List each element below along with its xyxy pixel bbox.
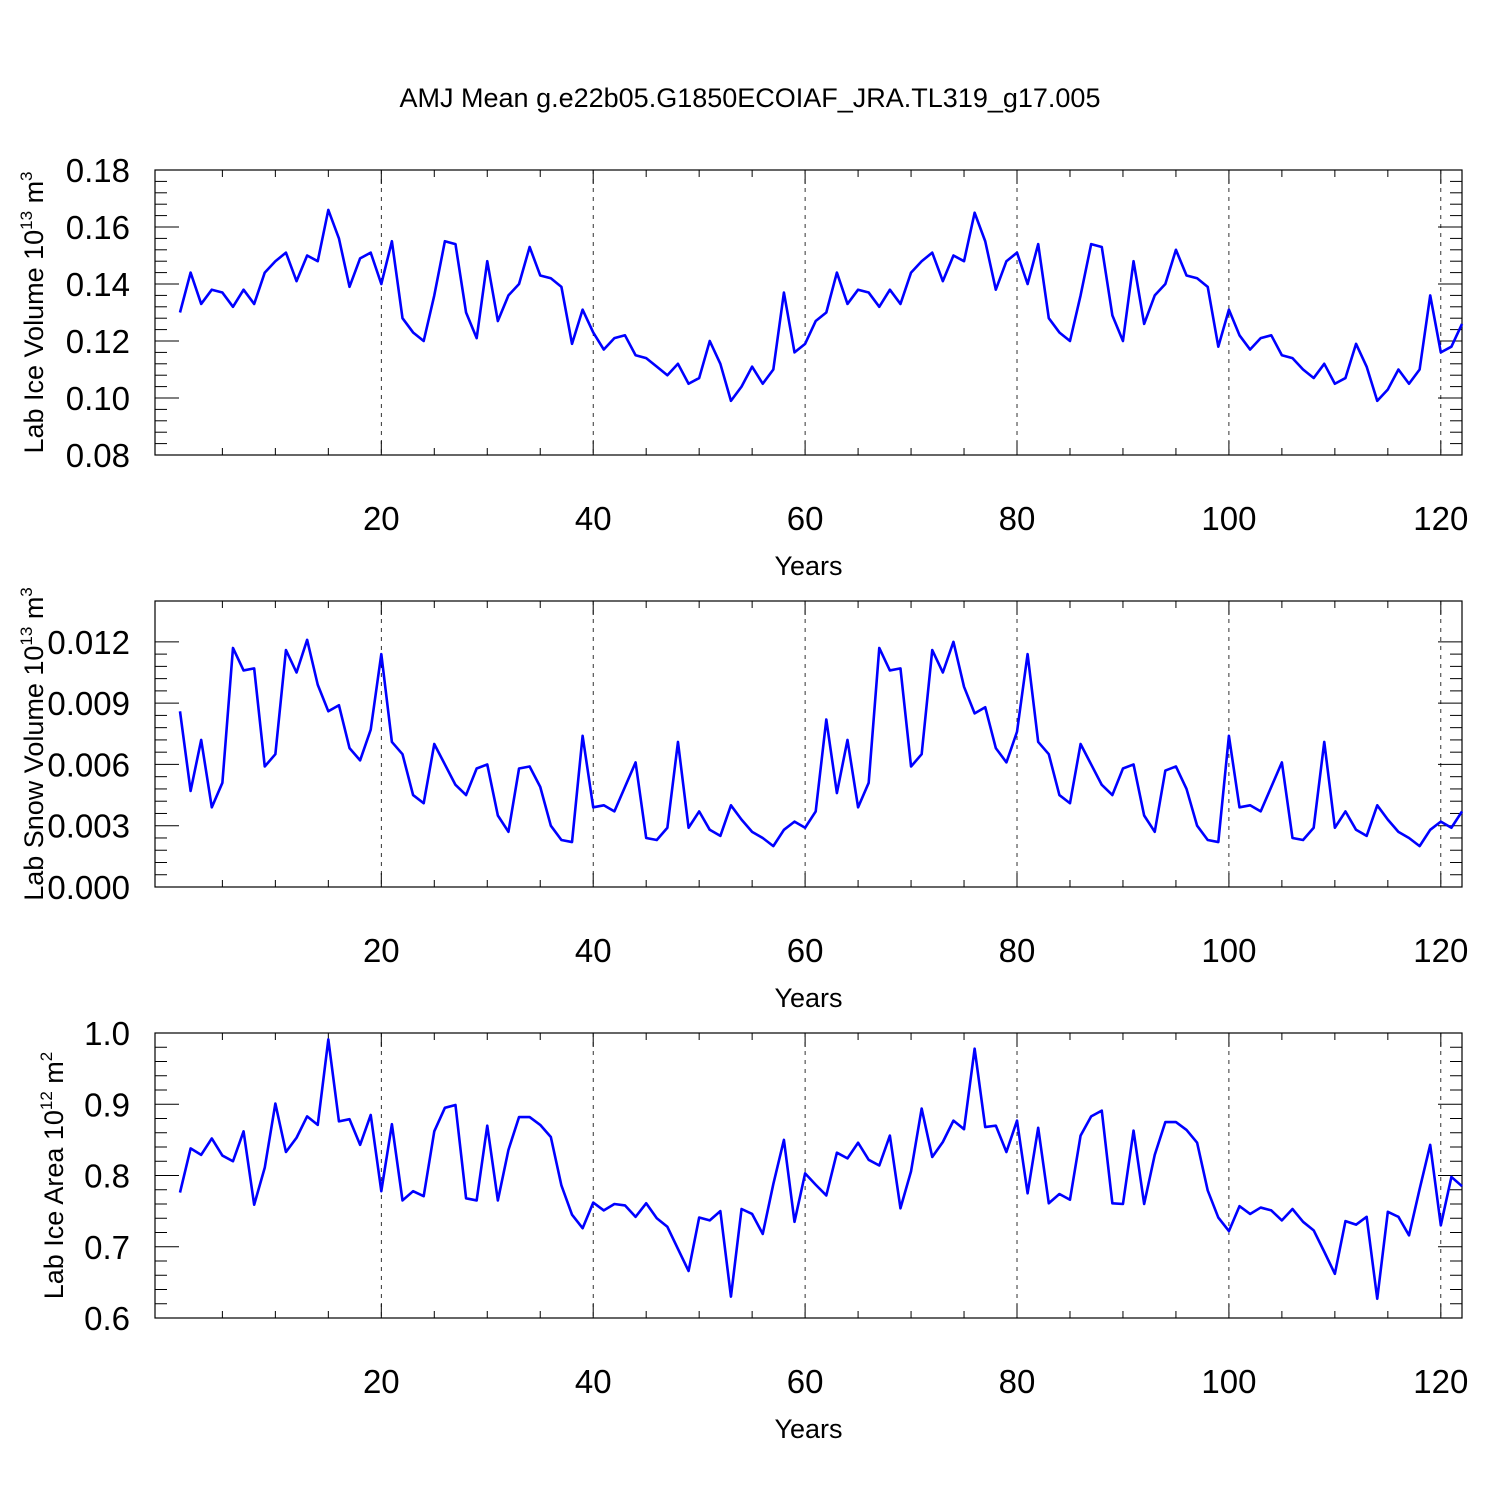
y-tick-label: 0.14	[66, 266, 130, 303]
x-tick-label: 120	[1413, 932, 1468, 969]
x-tick-label: 120	[1413, 1363, 1468, 1400]
x-tick-label: 40	[575, 1363, 612, 1400]
y-axis-label: Lab Ice Area 1012 m2	[37, 1052, 69, 1300]
plot-frame	[154, 169, 1463, 456]
series-line-1	[178, 208, 1464, 403]
y-tick-label: 0.000	[47, 869, 130, 906]
y-tick-label: 1.0	[84, 1015, 130, 1052]
y-tick-label: 0.006	[47, 746, 130, 783]
x-tick-label: 20	[363, 500, 400, 537]
y-tick-label: 0.10	[66, 380, 130, 417]
x-tick-label: 100	[1201, 500, 1256, 537]
figure-title: AMJ Mean g.e22b05.G1850ECOIAF_JRA.TL319_…	[400, 83, 1101, 113]
y-tick-label: 0.003	[47, 808, 130, 845]
y-tick-label: 0.009	[47, 685, 130, 722]
y-tick-label: 0.16	[66, 209, 130, 246]
series-line-1	[178, 1038, 1463, 1301]
chart-panel-3: 20 40 60 80 100 120 0.6 0.7 0.8 0.9 1.0 Years Lab Ic…	[37, 1015, 1468, 1444]
x-tick-label: 40	[575, 500, 612, 537]
series-line-1	[178, 638, 1464, 848]
y-axis-label: Lab Snow Volume 1013 m3	[17, 587, 49, 901]
x-tick-label: 100	[1201, 1363, 1256, 1400]
x-tick-label: 20	[363, 932, 400, 969]
x-tick-label: 60	[787, 932, 824, 969]
y-tick-label: 0.012	[47, 624, 130, 661]
y-tick-label: 0.7	[84, 1229, 130, 1266]
x-tick-label: 80	[999, 932, 1036, 969]
x-tick-label: 80	[999, 500, 1036, 537]
y-tick-label: 0.12	[66, 323, 130, 360]
y-tick-label: 0.18	[66, 152, 130, 189]
plot-frame	[154, 600, 1463, 888]
x-tick-label: 60	[787, 500, 824, 537]
chart-panel-1: 20 40 60 80 100 120 0.08 0.10 0.12 0.14 0.16 0.18 Ye…	[17, 152, 1468, 581]
x-axis-label: Years	[774, 551, 842, 581]
y-tick-label: 0.6	[84, 1300, 130, 1337]
y-tick-label: 0.08	[66, 437, 130, 474]
x-axis-label: Years	[774, 983, 842, 1013]
x-axis-label: Years	[774, 1414, 842, 1444]
x-tick-label: 40	[575, 932, 612, 969]
x-tick-label: 120	[1413, 500, 1468, 537]
y-tick-label: 0.8	[84, 1158, 130, 1195]
x-tick-label: 80	[999, 1363, 1036, 1400]
y-tick-label: 0.9	[84, 1086, 130, 1123]
x-tick-label: 20	[363, 1363, 400, 1400]
x-tick-label: 60	[787, 1363, 824, 1400]
x-tick-label: 100	[1201, 932, 1256, 969]
chart-panel-2: 20 40 60 80 100 120 0.000 0.003 0.006 0.009 0.012 Y…	[17, 587, 1468, 1013]
y-axis-label: Lab Ice Volume 1013 m3	[17, 171, 49, 453]
